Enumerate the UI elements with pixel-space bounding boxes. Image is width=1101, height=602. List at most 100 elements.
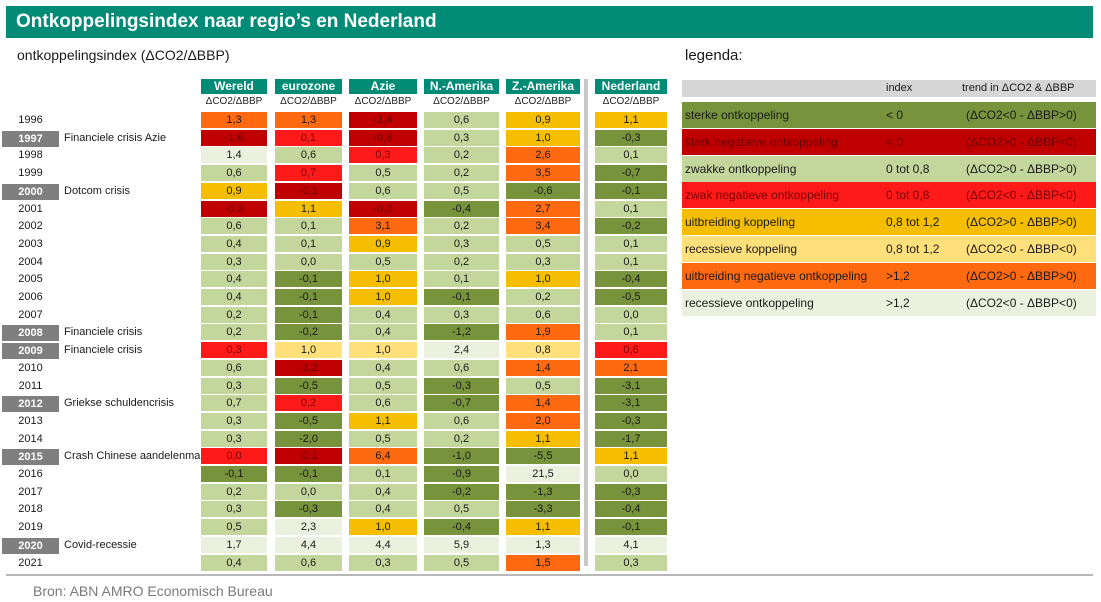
table-row: 2008 Financiele crisis 0,2 -0,2 0,4 -1,2 1,9 0,… — [0, 324, 1101, 342]
data-cell: 0,1 — [595, 324, 667, 342]
column-header-wereld: Wereld — [201, 79, 267, 94]
data-cell: -0,4 — [424, 200, 499, 218]
data-cell: -3,1 — [595, 395, 667, 413]
data-cell: 0,4 — [349, 306, 417, 324]
data-cell: 1,0 — [349, 271, 417, 289]
data-cell: 0,6 — [424, 359, 499, 377]
legend-item-trend: (ΔCO2>0 - ΔBBP>0) — [966, 161, 1077, 176]
legend-header: index trend in ΔCO2 & ΔBBP — [682, 80, 1096, 97]
data-cell: 2,3 — [275, 519, 342, 537]
data-cell: 0,1 — [595, 253, 667, 271]
data-cell: 1,7 — [201, 536, 267, 554]
data-cell: 0,4 — [201, 235, 267, 253]
data-cell: -0,1 — [275, 466, 342, 483]
data-cell: 4,4 — [349, 536, 417, 554]
data-cell: 0,1 — [349, 466, 417, 483]
table-row: 2017 0,2 0,0 0,4 -0,2 -1,3 -0,3 — [0, 483, 1101, 501]
data-cell: 0,6 — [201, 218, 267, 236]
legend-item: zwakke ontkoppeling 0 tot 0,8 (ΔCO2>0 - ΔB… — [682, 155, 1096, 182]
data-cell: 0,0 — [275, 483, 342, 501]
data-cell: 3,4 — [506, 218, 580, 236]
data-cell: -0,4 — [424, 519, 499, 537]
data-cell: 0,3 — [201, 253, 267, 271]
data-cell: -0,5 — [595, 289, 667, 306]
legend-item-trend: (ΔCO2>0 - ΔBBP>0) — [966, 268, 1077, 283]
data-cell: 0,1 — [275, 129, 342, 147]
table-row: 1996 1,3 1,3 -1,4 0,6 0,9 1,1 — [0, 112, 1101, 129]
data-cell: 0,5 — [349, 165, 417, 183]
data-cell: -0,3 — [595, 129, 667, 147]
legend-item-trend: (ΔCO2>0 - ΔBBP>0) — [966, 215, 1077, 230]
data-cell: 0,1 — [595, 147, 667, 165]
data-cell: -0,3 — [595, 412, 667, 430]
data-cell: -1,2 — [424, 324, 499, 342]
table-row: 2006 0,4 -0,1 1,0 -0,1 0,2 -0,5 — [0, 289, 1101, 306]
data-cell: -0,7 — [595, 165, 667, 183]
data-cell: 1,1 — [595, 112, 667, 129]
legend-item-index: 0,8 tot 1,2 — [886, 215, 940, 230]
legend-item: recessieve ontkoppeling >1,2 (ΔCO2<0 - ΔBB… — [682, 289, 1096, 316]
table-row: 2007 0,2 -0,1 0,4 0,3 0,6 0,0 — [0, 306, 1101, 324]
legend-item-index: 0 tot 0,8 — [886, 161, 930, 176]
year-label: 2015 — [2, 448, 59, 466]
data-cell: 0,3 — [424, 235, 499, 253]
data-cell: 0,9 — [349, 235, 417, 253]
year-label: 2013 — [18, 414, 43, 427]
year-label: 2011 — [18, 379, 43, 392]
column-unit: ΔCO2/ΔBBP — [205, 96, 263, 107]
event-label: Dotcom crisis — [64, 184, 131, 197]
legend-title: legenda: — [685, 47, 743, 64]
data-cell: 0,6 — [424, 412, 499, 430]
data-cell: 1,0 — [506, 129, 580, 147]
legend-header-index: index — [886, 82, 913, 94]
data-cell: 0,5 — [424, 501, 499, 519]
data-cell: 1,0 — [275, 342, 342, 360]
data-cell: -0,4 — [595, 271, 667, 289]
year-label: 2007 — [18, 308, 43, 321]
data-cell: 0,5 — [424, 182, 499, 200]
data-cell: 21,5 — [506, 466, 580, 483]
event-label: Crash Chinese aandelenmarkt — [64, 450, 213, 463]
table-row: 2020 Covid-recessie 1,7 4,4 4,4 5,9 1,3 4,1 — [0, 536, 1101, 554]
data-cell: 0,0 — [201, 448, 267, 466]
data-cell: -0,3 — [424, 377, 499, 395]
year-label: 1996 — [18, 114, 43, 126]
data-cell: 1,4 — [506, 395, 580, 413]
data-cell: -0,1 — [595, 519, 667, 537]
bottom-rule — [6, 574, 1093, 576]
data-cell: 0,5 — [201, 519, 267, 537]
legend-item-label: zwakke ontkoppeling — [685, 161, 797, 176]
data-cell: 0,2 — [201, 306, 267, 324]
data-cell: -0,8 — [349, 129, 417, 147]
data-cell: 0,4 — [349, 324, 417, 342]
data-cell: 0,6 — [275, 554, 342, 572]
table-row: 2001 -0,3 1,1 -0,3 -0,4 2,7 0,1 — [0, 200, 1101, 218]
data-cell: 0,2 — [275, 395, 342, 413]
table-row: 1999 0,6 0,7 0,5 0,2 3,5 -0,7 — [0, 165, 1101, 183]
data-cell: 0,7 — [275, 165, 342, 183]
data-cell: 3,1 — [349, 218, 417, 236]
data-cell: 1,1 — [349, 412, 417, 430]
data-cell: 0,6 — [424, 112, 499, 129]
data-cell: -0,3 — [201, 200, 267, 218]
table-row: 2014 0,3 -2,0 0,5 0,2 1,1 -1,7 — [0, 430, 1101, 448]
year-label: 2020 — [2, 536, 59, 554]
data-cell: -0,2 — [595, 218, 667, 236]
data-cell: -3,1 — [595, 377, 667, 395]
data-cell: -0,5 — [275, 412, 342, 430]
event-label: Financiele crisis — [64, 344, 143, 357]
data-cell: 0,5 — [349, 377, 417, 395]
data-cell: 5,9 — [424, 536, 499, 554]
table-row: 2005 0,4 -0,1 1,0 0,1 1,0 -0,4 — [0, 271, 1101, 289]
table-row: 2019 0,5 2,3 1,0 -0,4 1,1 -0,1 — [0, 519, 1101, 537]
data-cell: 0,7 — [201, 395, 267, 413]
source-note: Bron: ABN AMRO Economisch Bureau — [33, 583, 273, 599]
data-cell: 1,0 — [349, 342, 417, 360]
data-cell: -0,1 — [275, 271, 342, 289]
data-cell: 4,1 — [595, 536, 667, 554]
chart-subtitle: ontkoppelingsindex (ΔCO2/ΔBBP) — [17, 47, 230, 63]
event-label: Griekse schuldencrisis — [64, 397, 175, 410]
legend-item-label: recessieve ontkoppeling — [685, 295, 814, 310]
data-cell: 0,3 — [201, 501, 267, 519]
table-row: 2003 0,4 0,1 0,9 0,3 0,5 0,1 — [0, 235, 1101, 253]
